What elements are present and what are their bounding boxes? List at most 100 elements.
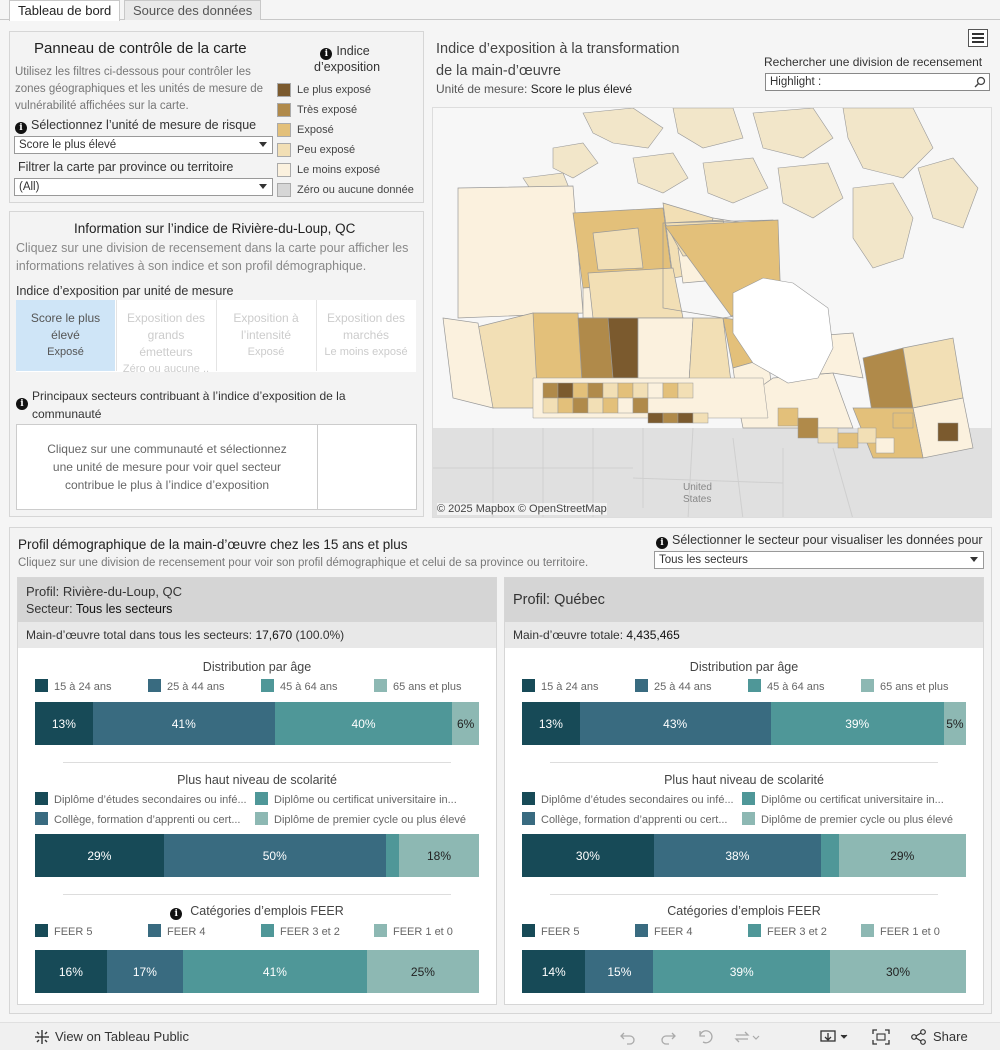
info-title: Information sur l’indice de Rivière-du-L… — [74, 221, 356, 236]
info-icon[interactable]: i — [16, 398, 28, 410]
profile-local: Profil: Rivière-du-Loup, QC Secteur: Tou… — [17, 577, 497, 1005]
local-legend-item: 65 ans et plus — [374, 679, 462, 694]
province-bar-segment[interactable]: 38% — [653, 834, 821, 877]
fullscreen-icon[interactable] — [872, 1029, 890, 1045]
legend-swatch — [748, 924, 761, 937]
province-bar-segment[interactable]: 43% — [579, 702, 771, 745]
legend-swatch — [261, 679, 274, 692]
redo-icon[interactable] — [659, 1029, 677, 1045]
legend-swatch — [277, 83, 291, 97]
local-bar-segment[interactable]: 50% — [163, 834, 386, 877]
legend-swatch — [277, 143, 291, 157]
measure-tab[interactable]: Exposition à l’intensité Exposé — [216, 300, 315, 371]
province-stacked-bar[interactable]: 30% 38% 29% — [522, 834, 966, 877]
province-bar-segment[interactable]: 30% — [830, 950, 966, 993]
legend-swatch — [374, 679, 387, 692]
measure-label: Score le plus — [30, 311, 101, 325]
measure-value: Le moins exposé — [324, 346, 408, 358]
section-divider — [63, 762, 451, 763]
measure-label: l’intensité — [240, 328, 292, 342]
local-bar-segment[interactable]: 6% — [452, 702, 479, 745]
local-bar-segment[interactable]: 17% — [106, 950, 183, 993]
info-icon[interactable]: i — [320, 48, 333, 60]
sectors-box: Cliquez sur une communauté et sélectionn… — [16, 424, 417, 510]
local-stacked-bar[interactable]: 29% 50% 18% — [35, 834, 479, 877]
risk-measure-label: i Sélectionnez l’unité de mesure de risqu… — [15, 118, 256, 134]
info-icon[interactable]: i — [170, 908, 183, 920]
province-bar-segment[interactable]: 29% — [838, 834, 966, 877]
search-icon — [974, 76, 986, 88]
download-icon[interactable] — [820, 1029, 852, 1045]
local-stacked-bar[interactable]: 16% 17% 41% 25% — [35, 950, 479, 993]
legend-label: Le plus exposé — [297, 84, 371, 96]
province-stacked-bar[interactable]: 14% 15% 39% 30% — [522, 950, 966, 993]
tab-tableau-de-bord[interactable]: Tableau de bord — [9, 0, 121, 21]
province-stacked-bar[interactable]: 13% 43% 39% 5% — [522, 702, 966, 745]
measure-value: Zéro ou aucune .. — [122, 363, 210, 375]
map-attribution[interactable]: © 2025 Mapbox © OpenStreetMap — [437, 503, 607, 515]
revert-icon[interactable] — [698, 1029, 716, 1045]
legend-swatch — [748, 679, 761, 692]
province-bar-segment[interactable]: 39% — [770, 702, 944, 745]
local-bar-segment[interactable]: 16% — [35, 950, 107, 993]
province-bar-segment[interactable]: 13% — [522, 702, 580, 745]
search-input[interactable]: Highlight : — [765, 73, 990, 91]
share-icon[interactable] — [910, 1029, 928, 1045]
measure-tab[interactable]: Exposition des grands émetteurs Zéro ou auc… — [116, 300, 215, 375]
local-bar-segment[interactable]: 41% — [182, 950, 367, 993]
legend-swatch — [522, 792, 535, 805]
legend-swatch — [522, 812, 535, 825]
province-bar-segment[interactable]: 5% — [943, 702, 966, 745]
tab-source-des-donnees[interactable]: Source des données — [124, 0, 262, 20]
local-bar-segment[interactable]: 29% — [35, 834, 164, 877]
view-on-tableau-link[interactable]: View on Tableau Public — [55, 1029, 189, 1044]
info-desc-2: informations relatives à son indice et s… — [16, 259, 367, 273]
province-filter-select[interactable]: (All) — [14, 178, 273, 196]
province-bar-segment[interactable]: 15% — [585, 950, 654, 993]
local-legend-item: FEER 1 et 0 — [374, 924, 453, 939]
profile-province-header: Profil: Québec — [505, 578, 983, 622]
map-view[interactable]: United States © 2025 Mapbox © OpenStreet… — [432, 107, 992, 518]
info-icon[interactable]: i — [15, 122, 27, 134]
local-bar-segment[interactable]: 25% — [366, 950, 479, 993]
legend-swatch — [861, 924, 874, 937]
local-bar-segment[interactable]: 41% — [92, 702, 275, 745]
measure-tab[interactable]: Exposition des marchés Le moins exposé — [316, 300, 415, 371]
legend-swatch — [277, 103, 291, 117]
refresh-icon[interactable] — [734, 1029, 760, 1045]
chevron-down-icon — [259, 142, 267, 147]
menu-icon[interactable] — [968, 29, 988, 47]
local-bar-segment[interactable] — [385, 834, 400, 877]
measure-label: grands — [147, 328, 185, 342]
info-icon[interactable]: i — [656, 537, 668, 549]
profile-local-title: Profil: Rivière-du-Loup, QC — [26, 584, 183, 599]
canada-map[interactable]: United States — [433, 108, 992, 518]
legend-label: Le moins exposé — [297, 164, 381, 176]
measure-tab[interactable]: Score le plus élevé Exposé — [16, 300, 115, 371]
sector-select[interactable]: Tous les secteurs — [654, 551, 984, 569]
province-bar-segment[interactable] — [820, 834, 839, 877]
us-label-1: United — [683, 482, 712, 493]
legend-swatch — [635, 924, 648, 937]
info-desc-1: Cliquez sur une division de recensement … — [16, 241, 409, 255]
local-stacked-bar[interactable]: 13% 41% 40% 6% — [35, 702, 479, 745]
sector-select-label: i Sélectionner le secteur pour visualiser… — [656, 533, 983, 549]
province-bar-segment[interactable]: 39% — [653, 950, 831, 993]
local-legend-item: FEER 5 — [35, 924, 93, 939]
local-legend-item: Diplôme ou certificat universitaire in..… — [255, 792, 457, 807]
province-bar-segment[interactable]: 14% — [522, 950, 586, 993]
undo-icon[interactable] — [619, 1029, 637, 1045]
measure-title: Indice d’exposition par unité de mesure — [16, 284, 234, 298]
share-button[interactable]: Share — [933, 1029, 968, 1044]
risk-measure-select[interactable]: Score le plus élevé — [14, 136, 273, 154]
local-bar-segment[interactable]: 18% — [399, 834, 479, 877]
legend-swatch — [277, 183, 291, 197]
province-legend-item: 15 à 24 ans — [522, 679, 599, 694]
local-bar-segment[interactable]: 13% — [35, 702, 93, 745]
local-bar-segment[interactable]: 40% — [274, 702, 453, 745]
legend-swatch — [148, 679, 161, 692]
legend-label: Peu exposé — [297, 144, 356, 156]
legend-swatch — [277, 163, 291, 177]
province-bar-segment[interactable]: 30% — [522, 834, 654, 877]
measure-label: Exposition des — [126, 311, 206, 325]
